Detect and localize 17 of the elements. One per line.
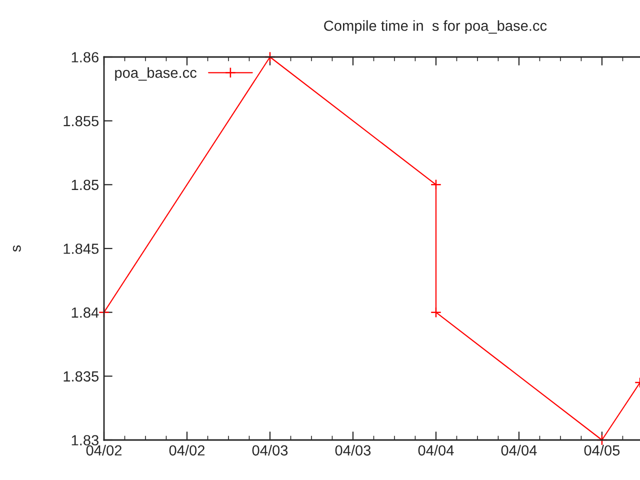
x-tick-label: 04/05	[584, 444, 620, 456]
x-tick-label: 04/02	[169, 444, 205, 456]
x-tick-label: 04/03	[252, 444, 288, 456]
y-tick-label: 1.845	[64, 244, 99, 254]
x-tick-label: 04/03	[335, 444, 371, 456]
y-tick-label: 1.835	[64, 371, 99, 382]
y-axis-title: s	[12, 245, 21, 252]
y-tick-label: 1.84	[72, 307, 99, 318]
y-tick-label: 1.85	[72, 180, 99, 190]
y-tick-label: 1.855	[64, 116, 99, 126]
chart-title: Compile time in s for poa_base.cc	[324, 20, 547, 34]
x-tick-label: 04/04	[418, 444, 454, 456]
x-tick-label: 04/02	[86, 444, 122, 456]
legend-label: poa_base.cc	[115, 67, 197, 81]
y-tick-label: 1.83	[72, 435, 98, 446]
x-tick-label: 04/04	[501, 444, 537, 456]
y-tick-label: 1.86	[72, 52, 98, 62]
